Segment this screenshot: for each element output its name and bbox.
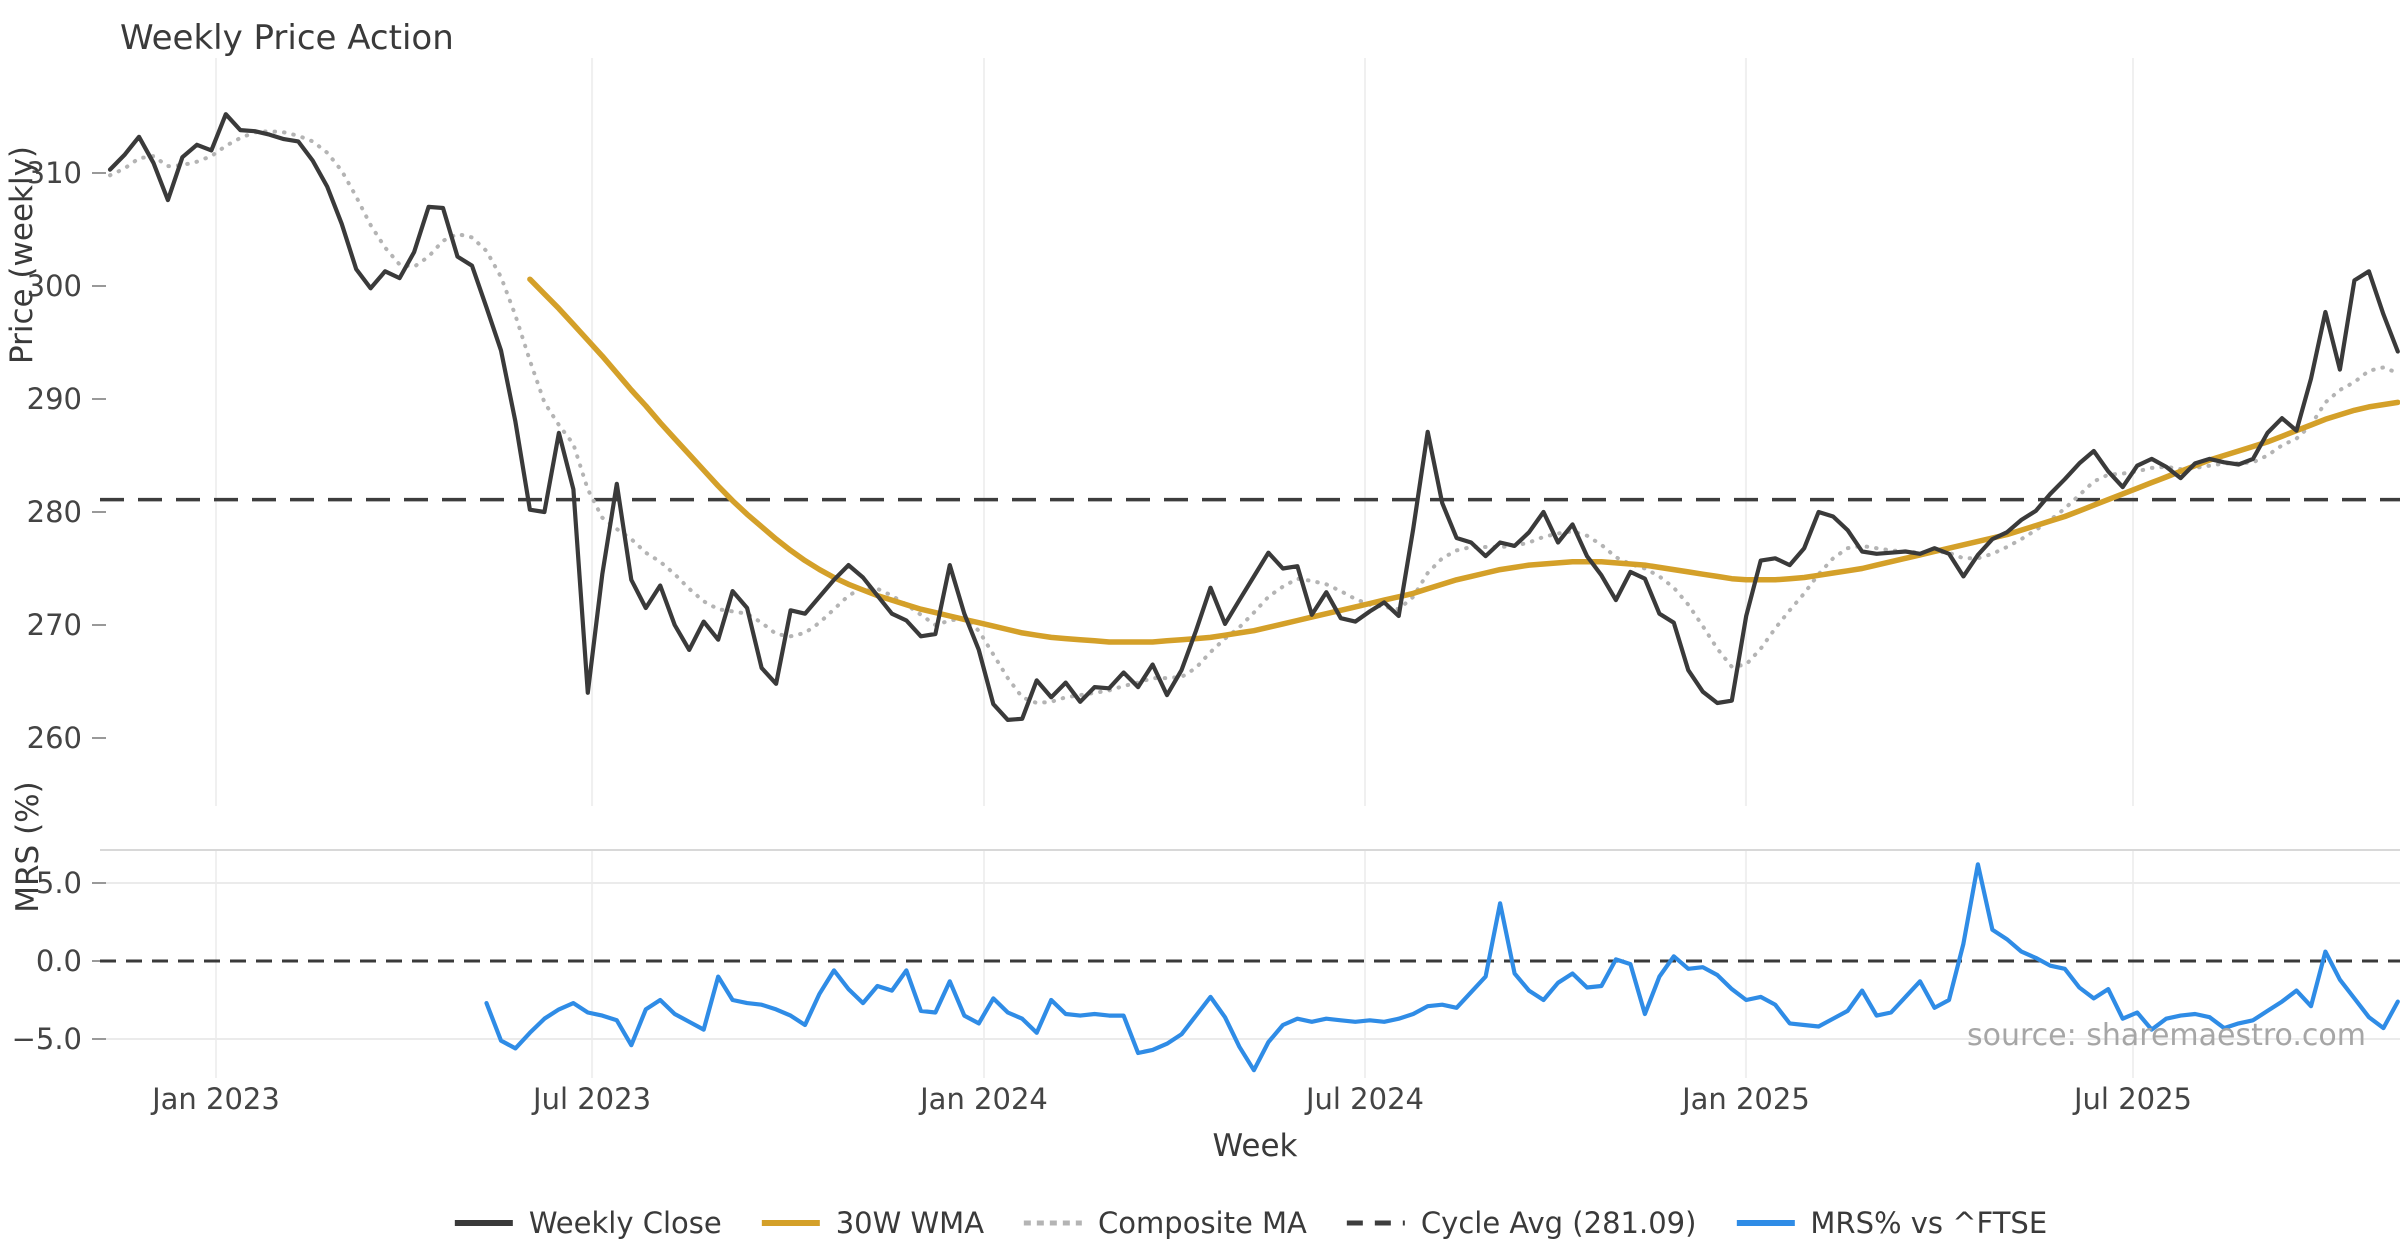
legend-item-cycle-avg-281-09-: Cycle Avg (281.09) [1345,1206,1697,1240]
legend-swatch-icon [454,1220,513,1226]
x-tick-jul-2023: Jul 2023 [533,1082,652,1116]
legend-label: Composite MA [1098,1206,1307,1240]
x-tick-jul-2025: Jul 2025 [2073,1082,2192,1116]
legend-label: Weekly Close [528,1206,722,1240]
legend-item-weekly-close: Weekly Close [453,1206,722,1240]
legend-item-30w-wma: 30W WMA [760,1206,984,1240]
price-ytick-280: 280 [26,495,82,529]
x-tick-jul-2024: Jul 2024 [1305,1082,1424,1116]
x-tick-jan-2024: Jan 2024 [920,1082,1048,1116]
price-axis-label: Price (weekly) [4,145,40,365]
price-ytick-290: 290 [26,382,82,416]
x-axis-label: Week [1212,1128,1298,1164]
price-ytick-270: 270 [26,608,82,642]
weekly-close-line [107,112,2400,722]
mrs-ytick-5.0: 5.0 [35,866,82,900]
legend-item-mrs-vs-ftse: MRS% vs ^FTSE [1734,1206,2047,1240]
chart-title: Weekly Price Action [120,18,454,58]
legend-swatch-icon [1346,1220,1405,1226]
mrs-ytick-−5.0: −5.0 [11,1022,82,1056]
mrs-line [484,862,2400,1073]
legend: Weekly Close 30W WMA Composite MA Cycle Avg… [453,1206,2047,1240]
price-ytick-310: 310 [26,156,82,190]
legend-item-composite-ma: Composite MA [1022,1206,1307,1240]
legend-label: MRS% vs ^FTSE [1810,1206,2048,1240]
legend-label: 30W WMA [835,1206,985,1240]
legend-swatch-icon [1736,1220,1795,1226]
mrs-axis-label: MRS (%) [10,781,46,913]
source-watermark: source: sharemaestro.com [1967,1018,2366,1053]
mrs-ytick-0.0: 0.0 [35,944,82,978]
legend-label: Cycle Avg (281.09) [1420,1206,1697,1240]
x-tick-jan-2023: Jan 2023 [152,1082,280,1116]
x-tick-jan-2025: Jan 2025 [1682,1082,1810,1116]
composite-ma-line [108,129,2400,705]
wma30-line [527,276,2400,645]
price-ytick-300: 300 [26,269,82,303]
legend-swatch-icon [1024,1220,1083,1226]
legend-swatch-icon [761,1220,820,1226]
price-ytick-260: 260 [26,721,82,755]
